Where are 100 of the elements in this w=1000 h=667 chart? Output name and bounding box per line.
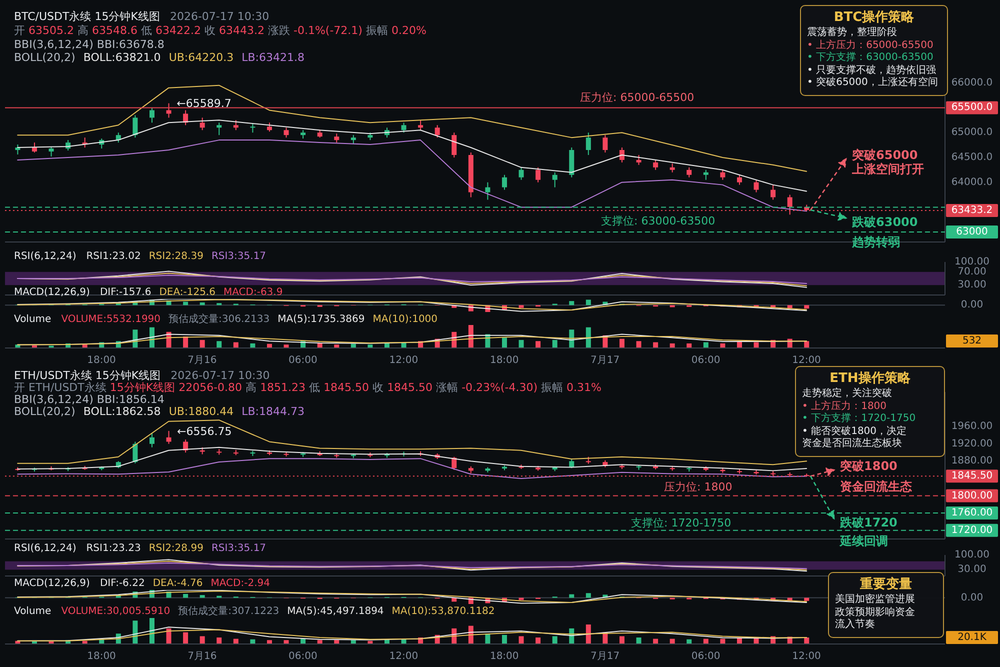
annotation: 支撑位: 1720-1750 — [631, 516, 732, 530]
y-tick-label: 1880.00 — [951, 456, 993, 467]
x-tick-label: 12:00 — [792, 355, 821, 366]
text: 开 ETH/USDT永续 15分钟K线图 22056-0.80 高 1851.23 低 1845.50 收 1845.50 涨幅 -0.23%(-4.30) 振幅 0.31% — [14, 381, 602, 394]
text: BBI(3,6,12,24) BBI:63678.8 — [14, 38, 164, 51]
chart-title: MACD(12,26,9) — [14, 286, 90, 298]
series-label: MACD:-2.94 — [210, 578, 270, 588]
series-label: VOLUME:30,005.5910 — [61, 606, 170, 616]
annotation: • 能否突破1800，决定 — [802, 426, 908, 438]
x-tick-label: 18:00 — [490, 651, 519, 662]
y-tick-label: 30.00 — [958, 280, 986, 291]
chart-title: RSI(6,12,24) — [14, 250, 76, 262]
x-tick-label: 06:00 — [691, 355, 720, 366]
text: 预估成交量:307.1223 — [178, 606, 280, 616]
y-tick-label: 64500.0 — [951, 152, 993, 163]
series-label: RSI1:23.02 — [86, 250, 141, 262]
x-tick-label: 7月17 — [590, 651, 620, 662]
text: • 上方压力：65000-65500 — [807, 40, 934, 52]
text: LB:63421.8 — [242, 51, 304, 64]
text: BTC操作策略 — [832, 9, 916, 26]
annotation: • 只要支撑不破，趋势依旧强 — [807, 64, 938, 76]
annotation: BOLL(20,2) — [14, 51, 76, 64]
x-tick-label: 06:00 — [288, 651, 318, 662]
y-tick-label: 1845.50 — [951, 470, 993, 482]
annotation: 流入节奏 — [835, 619, 876, 632]
chart-title: RSI(6,12,24) — [14, 542, 76, 554]
chart-title: ETH/USDT永续 15分钟K线图 — [14, 369, 161, 382]
y-tick-label: 1800.00 — [951, 490, 993, 502]
series-label: MA(10):1000 — [372, 314, 438, 324]
text: 20.1K — [958, 632, 987, 643]
annotation: 跌破63000 趋势转弱 — [851, 215, 918, 249]
y-tick-label: 100.00 — [954, 550, 990, 560]
text: 0.00 — [960, 300, 984, 311]
text: BOLL:63821.0 — [83, 51, 161, 64]
text: 预估成交量:306.2133 — [168, 314, 270, 324]
y-tick-label: 66000.0 — [951, 77, 993, 88]
annotation: 走势稳定，关注突破 — [802, 388, 893, 400]
x-tick-label: 12:00 — [389, 355, 418, 366]
series-label: RSI1:23.23 — [86, 542, 141, 554]
series-label: MA(5):1735.3869 — [278, 314, 365, 324]
text: 政策预期影响资金 — [835, 606, 916, 618]
annotation: 支撑位: 63000-63500 — [601, 214, 716, 227]
annotation: 跌破1720 延续回调 — [839, 516, 898, 548]
annotation: • 下方支撑：63000-63500 — [807, 52, 934, 64]
x-tick-label: 7月17 — [590, 355, 620, 366]
x-tick-label: 06:00 — [691, 651, 720, 662]
text: 532 — [962, 336, 982, 346]
annotation: 压力位: 65000-65500 — [580, 90, 694, 104]
annotation: 资金是否回流生态板块 — [802, 438, 903, 450]
series-label: MA(10):53,870.1182 — [392, 606, 495, 616]
annotation: ←65589.7 — [176, 96, 232, 110]
x-tick-label: 7月16 — [188, 355, 217, 366]
annotation: 突破1800 资金回流生态 — [839, 459, 913, 494]
annotation: 压力位: 1800 — [664, 480, 732, 493]
text: UB:64220.3 — [168, 51, 234, 64]
series-label: VOLUME:5532.1990 — [61, 314, 161, 324]
text: 重要变量 — [859, 576, 913, 593]
series-label: RSI3:35.17 — [211, 250, 266, 262]
y-tick-label: 65500.0 — [951, 102, 993, 114]
chart-title: BTC/USDT永续 15分钟K线图 — [14, 10, 160, 23]
x-tick-label: 18:00 — [87, 651, 116, 662]
annotation: BBI(3,6,12,24) BBI:1856.14 — [14, 393, 164, 406]
text: ETH操作策略 — [828, 370, 912, 387]
annotation: BOLL(20,2) — [14, 405, 76, 418]
y-tick-label: 30.00 — [958, 564, 986, 576]
annotation: • 突破65000，上涨还有空间 — [807, 77, 939, 90]
series-label: MACD:-63.9 — [223, 286, 283, 298]
series-label: RSI2:28.39 — [148, 250, 204, 262]
series-label: RSI2:28.99 — [148, 542, 204, 554]
y-tick-label: 65000.0 — [951, 127, 993, 138]
chart-subtitle: 2026-07-17 10:30 — [170, 369, 270, 382]
chart-title: Volume — [14, 314, 52, 324]
x-tick-label: 12:00 — [389, 651, 418, 662]
text: 震荡蓄势，整理阶段 — [807, 27, 898, 40]
y-tick-label: 63433.2 — [951, 205, 993, 216]
series-label: DIF:-157.6 — [100, 286, 152, 298]
y-tick-label: 70.00 — [958, 266, 986, 278]
y-tick-label: 100.00 — [954, 256, 990, 268]
x-tick-label: 12:00 — [792, 651, 821, 662]
chart-subtitle: 2026-07-17 10:30 — [170, 10, 270, 23]
y-tick-label: 1960.00 — [951, 421, 993, 432]
series-label: DEA:-4.76 — [152, 578, 203, 588]
series-label: RSI3:35.17 — [211, 542, 266, 554]
annotation: • 上方压力：1800 — [802, 400, 888, 412]
y-tick-label: 63000 — [956, 226, 988, 238]
annotation: 美国加密监管进展 — [835, 594, 916, 606]
chart-title: MACD(12,26,9) — [14, 578, 90, 588]
series-label: UB:1880.44 — [168, 405, 234, 418]
annotation: ←6556.75 — [177, 424, 232, 438]
series-label: DIF:-6.22 — [100, 578, 145, 588]
y-tick-label: 64000.0 — [951, 176, 993, 188]
y-tick-label: 1720.00 — [951, 524, 993, 536]
series-label: DEA:-125.6 — [159, 286, 216, 298]
annotation: 突破65000 上涨空间打开 — [851, 148, 924, 176]
annotation: • 下方支撑：1720-1750 — [802, 413, 917, 426]
y-tick-label: 1920.00 — [951, 438, 993, 450]
text: MA(5):45,497.1894 — [287, 606, 384, 616]
text: LB:1844.73 — [242, 405, 304, 418]
x-tick-label: 18:00 — [87, 355, 116, 366]
text: 0.00 — [960, 592, 984, 604]
